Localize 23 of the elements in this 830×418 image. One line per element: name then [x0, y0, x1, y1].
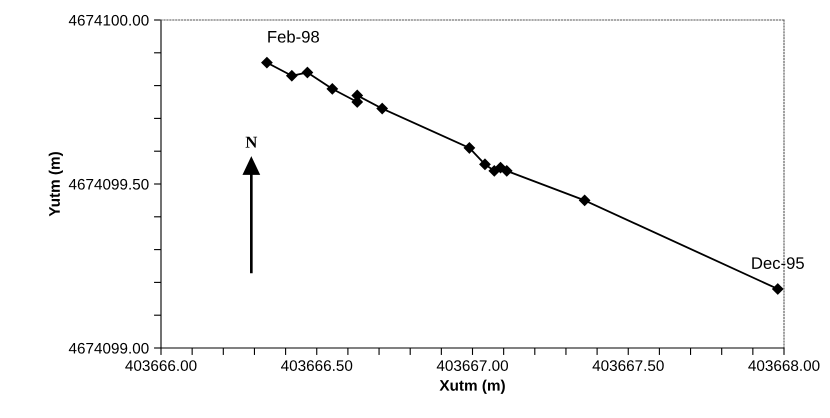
annotation: Feb-98 [268, 30, 319, 43]
x-tick-label: 403666.50 [280, 360, 352, 372]
point [479, 158, 491, 170]
y-axis-title: Yutm (m) [48, 152, 63, 216]
point [772, 283, 784, 295]
point [286, 70, 298, 82]
x-tick-label: 403668.00 [748, 360, 820, 372]
y-tick-label: 4674099.50 [68, 178, 149, 190]
x-tick-label: 403667.00 [436, 360, 508, 372]
point [376, 102, 388, 114]
point [579, 194, 590, 206]
point [501, 165, 512, 176]
point [261, 57, 273, 68]
annotation: N [246, 136, 258, 148]
annotation: Dec-95 [752, 257, 804, 269]
point [326, 83, 338, 94]
point [464, 142, 475, 154]
x-tick-label: 403667.50 [592, 360, 664, 372]
y-tick-label: 4674100.00 [68, 14, 149, 26]
point [302, 66, 314, 78]
x-tick-label: 403666.00 [125, 360, 197, 372]
x-axis-title: Xutm (m) [440, 380, 505, 394]
y-tick-label: 4674099.00 [68, 342, 149, 354]
